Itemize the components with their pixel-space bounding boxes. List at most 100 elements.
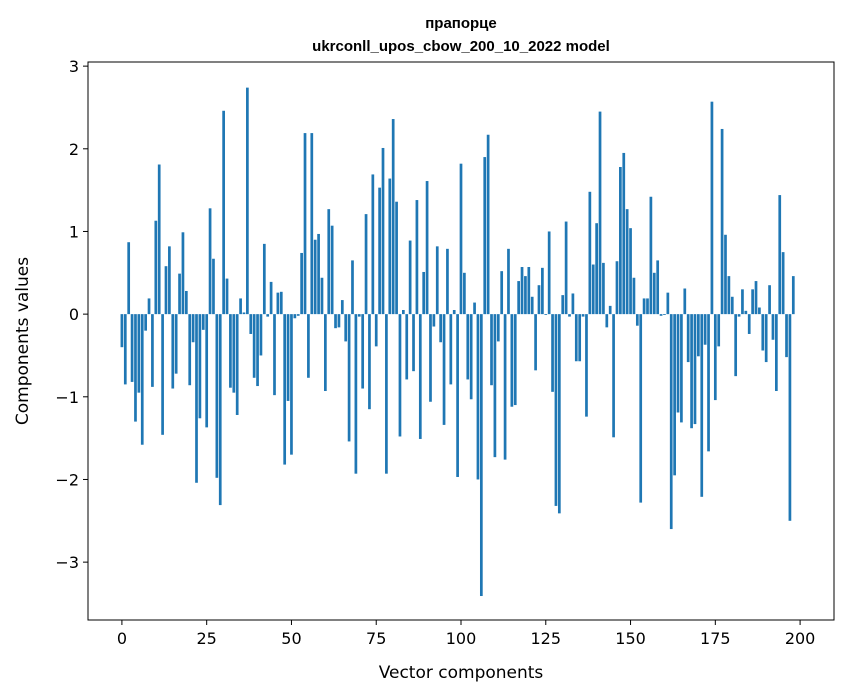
bar-163	[673, 314, 676, 476]
bar-165	[680, 314, 683, 423]
y-tick-label: 3	[69, 57, 79, 76]
bar-48	[283, 314, 287, 465]
bar-21	[191, 314, 195, 343]
bar-114	[507, 248, 510, 315]
bar-111	[496, 314, 500, 342]
bar-179	[727, 276, 731, 315]
bar-127	[551, 314, 554, 392]
bar-40	[256, 314, 259, 387]
bar-47	[279, 291, 283, 315]
bar-143	[605, 314, 609, 328]
chart-title-line1: прапорце	[425, 15, 497, 32]
bar-54	[303, 133, 307, 315]
bar-138	[588, 191, 592, 315]
bar-28	[215, 314, 219, 478]
bar-53	[300, 252, 303, 315]
bar-20	[188, 314, 192, 386]
bar-66	[344, 314, 348, 342]
y-tick-label: 1	[69, 222, 79, 241]
bar-141	[598, 111, 602, 315]
bar-150	[629, 228, 632, 315]
bar-151	[632, 277, 636, 315]
bar-83	[402, 310, 405, 315]
bar-181	[734, 314, 738, 377]
bar-145	[612, 314, 615, 438]
bar-160	[663, 314, 666, 315]
bar-27	[212, 258, 215, 315]
bar-124	[541, 267, 544, 315]
bar-31	[225, 278, 229, 315]
bar-99	[456, 314, 459, 477]
bar-101	[463, 272, 466, 315]
bar-89	[422, 271, 426, 315]
bar-104	[473, 302, 476, 315]
bar-172	[703, 314, 707, 345]
bar-112	[500, 271, 504, 315]
bar-57	[313, 239, 317, 315]
bar-32	[229, 314, 232, 388]
bar-131	[564, 221, 568, 315]
bar-15	[171, 314, 175, 389]
bar-17	[178, 273, 181, 315]
bar-87	[415, 200, 419, 315]
bar-191	[768, 285, 771, 315]
bar-158	[656, 260, 660, 315]
bar-46	[276, 292, 280, 315]
bar-59	[320, 277, 324, 315]
bar-33	[232, 314, 236, 393]
bar-8	[147, 298, 151, 315]
bar-139	[591, 264, 595, 315]
y-tick-label: −1	[55, 388, 79, 407]
bar-25	[205, 314, 209, 428]
bar-129	[557, 314, 561, 514]
bar-77	[381, 147, 385, 315]
bar-64	[337, 314, 341, 328]
bar-35	[239, 298, 242, 315]
x-tick-label: 25	[197, 629, 217, 648]
bar-120	[527, 267, 531, 315]
bar-180	[730, 296, 734, 315]
bar-152	[635, 314, 639, 326]
bar-39	[252, 314, 256, 378]
bar-108	[486, 134, 490, 315]
bar-147	[619, 166, 622, 315]
bar-185	[747, 314, 751, 334]
bar-72	[364, 214, 368, 315]
bar-96	[446, 248, 449, 315]
bar-58	[317, 233, 320, 315]
bar-161	[666, 292, 670, 315]
bar-107	[483, 157, 487, 315]
bar-134	[574, 314, 578, 362]
bar-series	[120, 87, 795, 597]
bar-100	[459, 163, 463, 315]
bar-157	[652, 272, 656, 315]
bar-68	[351, 260, 354, 315]
bar-76	[378, 187, 381, 315]
bar-187	[754, 281, 758, 315]
bar-65	[340, 300, 344, 315]
bar-156	[649, 196, 653, 315]
bar-91	[429, 314, 432, 402]
bar-159	[659, 314, 663, 316]
bar-105	[476, 314, 480, 480]
bar-110	[493, 314, 497, 458]
bar-44	[269, 281, 273, 315]
bar-62	[330, 225, 334, 315]
bar-19	[184, 290, 188, 315]
bar-102	[466, 314, 470, 380]
bar-50	[290, 314, 293, 455]
bar-103	[469, 314, 473, 400]
bar-119	[524, 276, 527, 315]
x-tick-label: 200	[785, 629, 816, 648]
x-tick-label: 75	[366, 629, 386, 648]
bar-85	[408, 240, 412, 315]
bar-146	[615, 261, 619, 315]
x-tick-label: 125	[530, 629, 561, 648]
bar-71	[361, 314, 365, 389]
bar-5	[137, 314, 141, 393]
y-tick-label: 0	[69, 305, 79, 324]
bar-10	[154, 220, 158, 315]
bar-9	[151, 314, 154, 387]
bar-123	[537, 285, 541, 315]
bar-186	[751, 289, 754, 315]
